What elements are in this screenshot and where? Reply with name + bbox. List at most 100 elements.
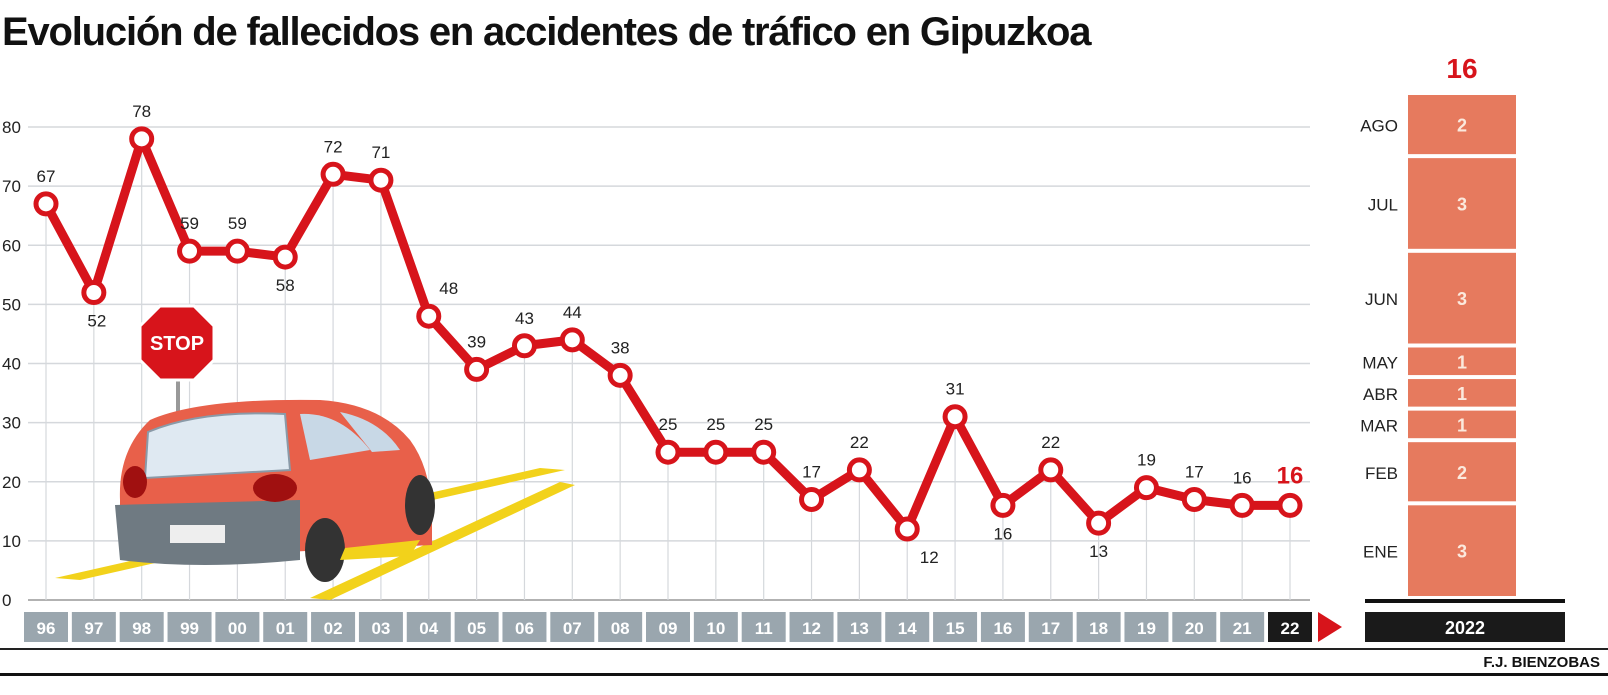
- breakdown-segment-value: 1: [1457, 384, 1467, 404]
- credit: F.J. BIENZOBAS: [1483, 654, 1600, 671]
- breakdown-month-label: MAY: [1362, 353, 1398, 372]
- x-tick-label: 19: [1137, 619, 1156, 638]
- data-point: [894, 516, 920, 542]
- data-point: [177, 238, 203, 264]
- breakdown-segment-value: 1: [1457, 415, 1467, 435]
- x-tick-label: 09: [659, 619, 678, 638]
- data-label: 38: [611, 338, 630, 357]
- x-category-box: [502, 612, 547, 642]
- data-point: [942, 404, 968, 430]
- data-label: 25: [659, 415, 678, 434]
- data-point: [33, 191, 59, 217]
- data-label: 31: [946, 380, 965, 399]
- data-point: [224, 238, 250, 264]
- car-taillight: [123, 466, 147, 498]
- x-tick-label: 04: [419, 619, 438, 638]
- x-tick-label: 12: [802, 619, 821, 638]
- stop-sign-text: STOP: [150, 333, 204, 355]
- data-label: 19: [1137, 451, 1156, 470]
- breakdown-segment-value: 1: [1457, 352, 1467, 372]
- breakdown-month-label: MAR: [1360, 416, 1398, 435]
- x-tick-label: 96: [37, 619, 56, 638]
- data-label: 25: [754, 415, 773, 434]
- x-category-box: [837, 612, 882, 642]
- data-label: 16: [1233, 468, 1252, 487]
- breakdown-segment: [1408, 442, 1516, 502]
- y-tick-label: 40: [2, 355, 21, 374]
- data-point: [846, 457, 872, 483]
- x-tick-label: 99: [180, 619, 199, 638]
- x-tick-label: 02: [324, 619, 343, 638]
- data-point: [320, 161, 346, 187]
- x-category-box: [263, 612, 308, 642]
- breakdown-month-label: JUL: [1368, 195, 1398, 214]
- x-tick-label: 17: [1041, 619, 1060, 638]
- x-tick-label: 06: [515, 619, 534, 638]
- arrow-right-icon: [1318, 612, 1342, 642]
- stop-sign-icon: [138, 304, 216, 382]
- y-tick-label: 80: [2, 118, 21, 137]
- x-tick-label: 98: [132, 619, 151, 638]
- breakdown-segment: [1408, 95, 1516, 155]
- x-category-box: [71, 612, 116, 642]
- x-tick-label: 21: [1233, 619, 1252, 638]
- x-tick-label: 15: [946, 619, 965, 638]
- car-wheel: [305, 518, 345, 582]
- x-tick-label: 13: [850, 619, 869, 638]
- data-point: [607, 362, 633, 388]
- breakdown-segment: [1408, 347, 1516, 376]
- x-tick-label: 18: [1089, 619, 1108, 638]
- x-tick-label: 01: [276, 619, 295, 638]
- breakdown-month-label: ENE: [1363, 543, 1398, 562]
- y-tick-label: 20: [2, 473, 21, 492]
- breakdown-year-label: 2022: [1445, 618, 1485, 638]
- breakdown-segment: [1408, 252, 1516, 344]
- y-tick-label: 0: [2, 591, 11, 610]
- data-point: [1181, 486, 1207, 512]
- data-label: 43: [515, 309, 534, 328]
- y-tick-label: 60: [2, 236, 21, 255]
- road-arrow: [340, 540, 420, 560]
- x-category-box: [1124, 612, 1169, 642]
- x-category-box: [215, 612, 260, 642]
- x-category-box: [1028, 612, 1073, 642]
- data-label: 17: [802, 462, 821, 481]
- x-tick-label: 22: [1281, 619, 1300, 638]
- data-label: 48: [439, 279, 458, 298]
- data-label: 59: [180, 214, 199, 233]
- data-label: 22: [850, 433, 869, 452]
- x-tick-label: 97: [84, 619, 103, 638]
- y-tick-label: 70: [2, 177, 21, 196]
- x-tick-label: 05: [467, 619, 486, 638]
- data-point: [990, 492, 1016, 518]
- x-category-box: [454, 612, 499, 642]
- breakdown-segment: [1408, 379, 1516, 407]
- breakdown-year-box: [1365, 612, 1565, 642]
- data-label: 39: [467, 332, 486, 351]
- car-license-plate: [170, 525, 225, 543]
- breakdown-segment-value: 3: [1457, 289, 1467, 309]
- x-category-box: [646, 612, 690, 642]
- data-label: 72: [324, 137, 343, 156]
- x-category-box: [119, 612, 164, 642]
- breakdown-month-label: FEB: [1365, 464, 1398, 483]
- x-tick-label: 11: [755, 619, 773, 638]
- car-side-window: [340, 412, 400, 452]
- breakdown-segment: [1408, 505, 1516, 596]
- y-tick-label: 10: [2, 532, 21, 551]
- data-label: 16: [1277, 462, 1304, 489]
- data-label: 71: [371, 143, 390, 162]
- data-point: [1229, 492, 1255, 518]
- data-label: 52: [87, 312, 106, 331]
- road-line: [310, 482, 575, 600]
- breakdown-segment-value: 3: [1457, 194, 1467, 214]
- x-category-box: [1076, 612, 1121, 642]
- data-label: 22: [1041, 433, 1060, 452]
- divider: [0, 673, 1608, 676]
- data-label: 59: [228, 214, 247, 233]
- x-category-box: [24, 612, 68, 642]
- data-point: [751, 439, 777, 465]
- breakdown-segment: [1408, 410, 1516, 439]
- x-tick-label: 20: [1185, 619, 1204, 638]
- data-label: 13: [1089, 542, 1108, 561]
